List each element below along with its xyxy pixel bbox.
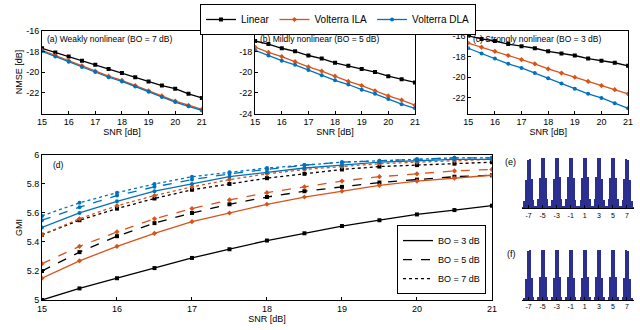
svg-text:5.2: 5.2 xyxy=(27,266,40,276)
svg-text:GMI: GMI xyxy=(14,219,24,236)
svg-text:18: 18 xyxy=(543,117,553,127)
svg-text:(a) Weakly nonlinear (BO = 7 d: (a) Weakly nonlinear (BO = 7 dB) xyxy=(47,34,172,44)
svg-text:20: 20 xyxy=(383,117,393,127)
svg-text:-18: -18 xyxy=(239,47,252,57)
svg-text:-5: -5 xyxy=(539,303,545,310)
svg-text:(e): (e) xyxy=(505,157,516,167)
svg-text:6: 6 xyxy=(34,150,39,160)
svg-text:20: 20 xyxy=(596,117,606,127)
svg-text:Volterra DLA: Volterra DLA xyxy=(412,14,469,25)
svg-text:-22: -22 xyxy=(26,88,39,98)
svg-text:-5: -5 xyxy=(539,212,545,219)
svg-text:18: 18 xyxy=(330,117,340,127)
svg-text:-3: -3 xyxy=(554,303,560,310)
svg-text:20: 20 xyxy=(412,304,422,314)
svg-text:1: 1 xyxy=(583,212,587,219)
svg-text:16: 16 xyxy=(64,117,74,127)
svg-text:15: 15 xyxy=(37,117,47,127)
svg-text:20: 20 xyxy=(170,117,180,127)
svg-text:17: 17 xyxy=(90,117,100,127)
svg-text:-16: -16 xyxy=(452,31,466,41)
svg-text:-7: -7 xyxy=(525,303,531,310)
svg-text:SNR [dB]: SNR [dB] xyxy=(103,127,141,137)
svg-text:BO = 7 dB: BO = 7 dB xyxy=(438,274,480,284)
svg-text:7: 7 xyxy=(625,303,629,310)
svg-text:17: 17 xyxy=(187,304,197,314)
svg-text:-20: -20 xyxy=(26,67,39,77)
svg-text:18: 18 xyxy=(262,304,272,314)
svg-text:SNR [dB]: SNR [dB] xyxy=(529,127,567,137)
svg-text:Linear: Linear xyxy=(241,14,269,25)
svg-text:-20: -20 xyxy=(239,67,252,77)
svg-text:5.6: 5.6 xyxy=(27,208,40,218)
svg-text:-1: -1 xyxy=(568,212,574,219)
svg-text:-22: -22 xyxy=(239,88,252,98)
svg-text:17: 17 xyxy=(303,117,313,127)
svg-text:5.8: 5.8 xyxy=(27,179,40,189)
svg-text:19: 19 xyxy=(144,117,154,127)
svg-text:15: 15 xyxy=(463,117,473,127)
svg-text:3: 3 xyxy=(597,212,601,219)
svg-text:-7: -7 xyxy=(525,212,531,219)
svg-text:-16: -16 xyxy=(26,26,39,36)
svg-text:18: 18 xyxy=(117,117,127,127)
svg-text:5: 5 xyxy=(611,212,615,219)
svg-text:-18: -18 xyxy=(452,52,465,62)
svg-text:BO = 5 dB: BO = 5 dB xyxy=(438,255,480,265)
svg-text:21: 21 xyxy=(487,304,497,314)
svg-text:19: 19 xyxy=(337,304,347,314)
svg-text:21: 21 xyxy=(197,117,207,127)
svg-text:1: 1 xyxy=(583,303,587,310)
svg-text:-22: -22 xyxy=(452,93,465,103)
svg-text:17: 17 xyxy=(517,117,527,127)
svg-text:SNR [dB]: SNR [dB] xyxy=(316,127,354,137)
svg-text:21: 21 xyxy=(410,117,420,127)
svg-text:16: 16 xyxy=(112,304,122,314)
svg-text:SNR [dB]: SNR [dB] xyxy=(248,314,286,324)
svg-text:BO = 3 dB: BO = 3 dB xyxy=(438,236,480,246)
svg-text:15: 15 xyxy=(37,304,47,314)
svg-text:15: 15 xyxy=(250,117,260,127)
svg-text:5.4: 5.4 xyxy=(27,237,40,247)
svg-text:21: 21 xyxy=(623,117,633,127)
svg-text:Volterra ILA: Volterra ILA xyxy=(314,14,367,25)
svg-text:5: 5 xyxy=(34,295,39,305)
svg-text:(f): (f) xyxy=(507,249,516,259)
svg-text:16: 16 xyxy=(277,117,287,127)
svg-text:-20: -20 xyxy=(452,72,465,82)
svg-text:-24: -24 xyxy=(239,109,252,119)
svg-text:19: 19 xyxy=(357,117,367,127)
svg-text:16: 16 xyxy=(490,117,500,127)
svg-text:(c) Strongly nonlinear (BO = 3: (c) Strongly nonlinear (BO = 3 dB) xyxy=(473,34,601,44)
svg-text:7: 7 xyxy=(625,212,629,219)
svg-text:(d): (d) xyxy=(53,160,64,170)
svg-text:-3: -3 xyxy=(554,212,560,219)
svg-text:5: 5 xyxy=(611,303,615,310)
svg-text:(b) Mildly nonlinear (BO = 5 d: (b) Mildly nonlinear (BO = 5 dB) xyxy=(260,34,379,44)
svg-text:NMSE [dB]: NMSE [dB] xyxy=(14,50,24,95)
svg-text:19: 19 xyxy=(570,117,580,127)
svg-text:-1: -1 xyxy=(568,303,574,310)
svg-text:-18: -18 xyxy=(26,47,39,57)
svg-text:3: 3 xyxy=(597,303,601,310)
